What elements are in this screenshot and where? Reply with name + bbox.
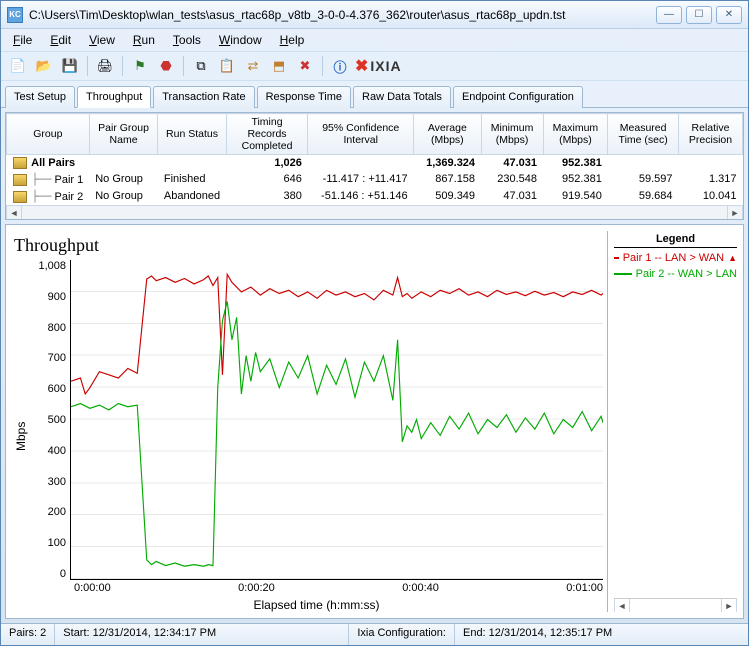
scroll-left-icon[interactable]: ◄ (6, 206, 22, 219)
legend-item[interactable]: Pair 2 -- WAN > LAN (614, 268, 737, 280)
status-start: Start: 12/31/2014, 12:34:17 PM (55, 624, 349, 645)
stop-icon[interactable]: ⬣ (155, 55, 177, 77)
legend-scrollbar[interactable]: ◄ ► (614, 598, 737, 612)
column-header[interactable]: Relative Precision (679, 114, 743, 155)
status-bar: Pairs: 2 Start: 12/31/2014, 12:34:17 PM … (1, 623, 748, 645)
tab-throughput[interactable]: Throughput (77, 86, 151, 108)
x-axis-label: Elapsed time (h:mm:ss) (30, 594, 603, 612)
column-header[interactable]: Measured Time (sec) (608, 114, 679, 155)
tab-response-time[interactable]: Response Time (257, 86, 351, 108)
app-icon: KC (7, 7, 23, 23)
run-icon[interactable]: ⚑ (129, 55, 151, 77)
column-header[interactable]: Group (7, 114, 90, 155)
info-icon[interactable]: ⓘ (329, 55, 351, 77)
tab-raw-data-totals[interactable]: Raw Data Totals (353, 86, 451, 108)
window-title: C:\Users\Tim\Desktop\wlan_tests\asus_rta… (29, 8, 656, 22)
table-scrollbar[interactable]: ◄ ► (6, 205, 743, 219)
y-tick: 800 (30, 322, 66, 334)
legend-title: Legend (614, 231, 737, 248)
maximize-button[interactable]: ☐ (686, 6, 712, 24)
menu-view[interactable]: View (81, 31, 123, 49)
content-area: GroupPair Group NameRun StatusTiming Rec… (1, 108, 748, 623)
table-row-summary[interactable]: All Pairs1,0261,369.32447.031952.381 (7, 155, 743, 171)
table-row[interactable]: ├── Pair 1No GroupFinished646-11.417 : +… (7, 171, 743, 188)
new-icon[interactable]: 📄 (7, 55, 29, 77)
status-pairs: Pairs: 2 (1, 624, 55, 645)
chart-pane: Throughput Mbps 1,008 900 800 700 600 500 400 3… (5, 224, 744, 619)
status-ixia: Ixia Configuration: (349, 624, 455, 645)
menu-help[interactable]: Help (272, 31, 313, 49)
table-row[interactable]: ├── Pair 2No GroupAbandoned380-51.146 : … (7, 188, 743, 205)
paste-icon[interactable]: 📋 (216, 55, 238, 77)
chart-area: Throughput Mbps 1,008 900 800 700 600 500 400 3… (12, 231, 603, 612)
column-header[interactable]: Maximum (Mbps) (543, 114, 608, 155)
minimize-button[interactable]: — (656, 6, 682, 24)
x-tick: 0:00:40 (402, 582, 439, 594)
tab-endpoint-configuration[interactable]: Endpoint Configuration (453, 86, 583, 108)
y-axis-label: Mbps (12, 260, 30, 612)
open-icon[interactable]: 📂 (33, 55, 55, 77)
print-icon[interactable]: 🖨 (94, 55, 116, 77)
results-table: GroupPair Group NameRun StatusTiming Rec… (6, 113, 743, 205)
tab-test-setup[interactable]: Test Setup (5, 86, 75, 108)
x-tick: 0:00:00 (74, 582, 111, 594)
x-tick: 0:00:20 (238, 582, 275, 594)
y-tick: 300 (30, 476, 66, 488)
legend-pane: Legend Pair 1 -- LAN > WAN▲ Pair 2 -- WAN… (607, 231, 737, 612)
series-line (71, 301, 603, 566)
series-line (71, 274, 603, 394)
column-header[interactable]: Pair Group Name (89, 114, 158, 155)
tab-transaction-rate[interactable]: Transaction Rate (153, 86, 254, 108)
y-tick: 400 (30, 445, 66, 457)
y-tick: 500 (30, 414, 66, 426)
plot-area[interactable] (70, 260, 603, 580)
y-tick: 600 (30, 383, 66, 395)
toolbar-separator (322, 56, 323, 76)
legend-item[interactable]: Pair 1 -- LAN > WAN▲ (614, 252, 737, 264)
y-tick: 100 (30, 537, 66, 549)
toolbar-separator (87, 56, 88, 76)
save-icon[interactable]: 💾 (59, 55, 81, 77)
column-header[interactable]: Timing Records Completed (226, 114, 308, 155)
menubar: FileEditViewRunToolsWindowHelp (1, 29, 748, 51)
menu-window[interactable]: Window (211, 31, 270, 49)
y-tick: 700 (30, 352, 66, 364)
menu-tools[interactable]: Tools (165, 31, 209, 49)
toolbar-separator (183, 56, 184, 76)
copy-icon[interactable]: ⧉ (190, 55, 212, 77)
column-header[interactable]: Minimum (Mbps) (481, 114, 543, 155)
y-tick: 200 (30, 506, 66, 518)
y-tick: 1,008 (30, 260, 66, 272)
y-ticks: 1,008 900 800 700 600 500 400 300 200 100 0 (30, 260, 70, 580)
pair-icon[interactable]: ⇄ (242, 55, 264, 77)
toolbar-separator (122, 56, 123, 76)
menu-run[interactable]: Run (125, 31, 163, 49)
menu-edit[interactable]: Edit (42, 31, 79, 49)
ch-title: Throughput (14, 235, 603, 256)
titlebar: KC C:\Users\Tim\Desktop\wlan_tests\asus_… (1, 1, 748, 29)
window-controls: — ☐ ✕ (656, 6, 742, 24)
results-table-pane: GroupPair Group NameRun StatusTiming Rec… (5, 112, 744, 220)
y-tick: 900 (30, 291, 66, 303)
scroll-right-icon[interactable]: ► (721, 599, 737, 612)
group-icon[interactable]: ⬒ (268, 55, 290, 77)
x-tick: 0:01:00 (566, 582, 603, 594)
scroll-right-icon[interactable]: ► (727, 206, 743, 219)
x-ticks: 0:00:00 0:00:20 0:00:40 0:01:00 (30, 580, 603, 594)
scroll-left-icon[interactable]: ◄ (614, 599, 630, 612)
column-header[interactable]: 95% Confidence Interval (308, 114, 414, 155)
ixia-logo: ✖IXIA (355, 56, 402, 76)
delete-icon[interactable]: ✖ (294, 55, 316, 77)
tab-strip: Test SetupThroughputTransaction RateResp… (1, 81, 748, 108)
column-header[interactable]: Average (Mbps) (414, 114, 481, 155)
y-tick: 0 (30, 568, 66, 580)
close-button[interactable]: ✕ (716, 6, 742, 24)
toolbar: 📄 📂 💾 🖨 ⚑ ⬣ ⧉ 📋 ⇄ ⬒ ✖ ⓘ ✖IXIA (1, 51, 748, 81)
app-window: KC C:\Users\Tim\Desktop\wlan_tests\asus_… (0, 0, 749, 646)
column-header[interactable]: Run Status (158, 114, 226, 155)
menu-file[interactable]: File (5, 31, 40, 49)
status-end: End: 12/31/2014, 12:35:17 PM (455, 624, 748, 645)
